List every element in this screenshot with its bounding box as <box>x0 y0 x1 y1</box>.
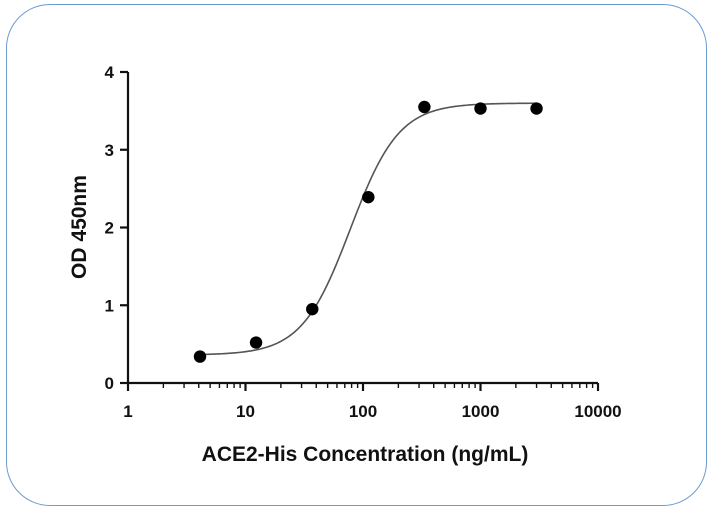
data-point <box>362 190 375 204</box>
x-tick-label: 100 <box>349 402 377 421</box>
y-tick-label: 4 <box>105 63 115 82</box>
chart-frame <box>6 4 707 506</box>
data-point <box>193 350 207 363</box>
data-point <box>474 102 487 115</box>
data-point <box>418 100 431 114</box>
data-point <box>530 102 543 115</box>
data-point <box>249 336 263 349</box>
fit-curve <box>199 102 537 356</box>
x-axis: 1 10 100 1000 10000 <box>123 381 622 421</box>
data-points-layer <box>193 100 543 363</box>
x-axis-title: ACE2-His Concentration (ng/mL) <box>202 443 529 466</box>
x-tick-label: 1 <box>123 402 132 421</box>
x-tick-label: 10000 <box>574 402 621 421</box>
fit-curve-layer <box>199 102 537 356</box>
y-tick-label: 2 <box>105 219 114 238</box>
y-tick-label: 1 <box>105 296 114 315</box>
y-axis: 0 1 2 3 4 <box>105 63 130 393</box>
y-tick-label: 0 <box>105 374 114 393</box>
data-point <box>306 302 319 316</box>
y-tick-label: 3 <box>105 141 114 160</box>
x-tick-label: 10 <box>236 402 255 421</box>
y-axis-title: OD 450nm <box>68 175 91 279</box>
x-tick-label: 1000 <box>462 402 500 421</box>
